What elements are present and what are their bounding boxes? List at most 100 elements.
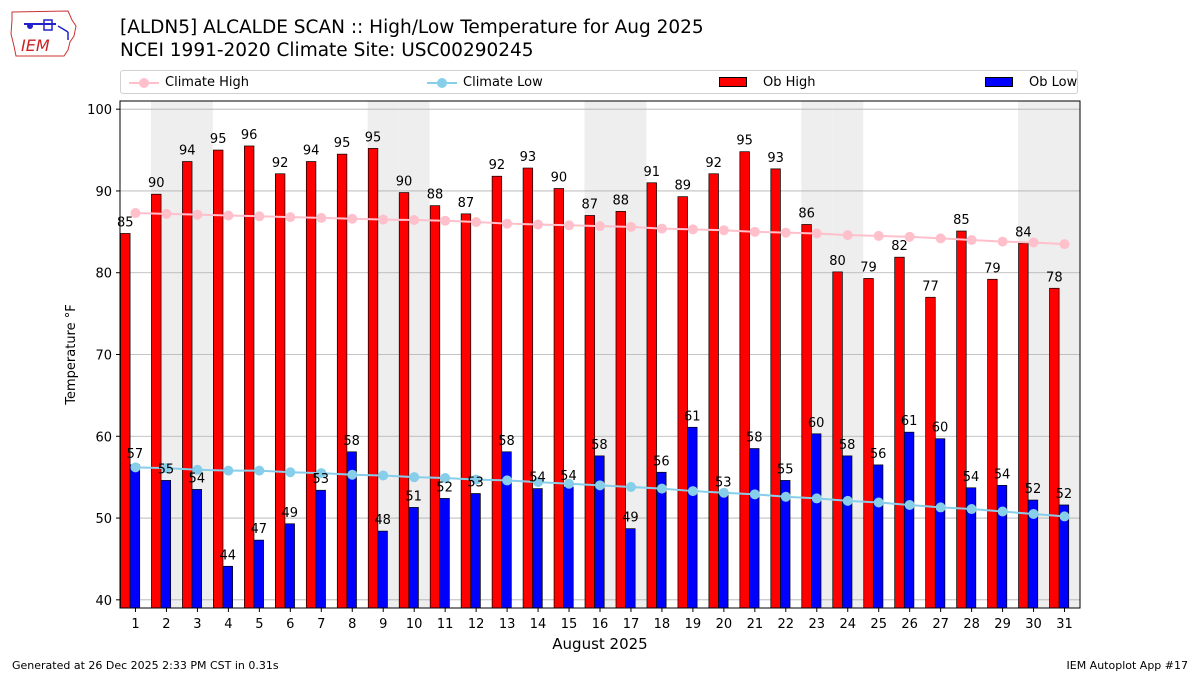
point-climate-low: [471, 474, 482, 485]
point-climate-low: [502, 475, 513, 486]
point-climate-high: [873, 230, 884, 241]
x-tick-label: 25: [870, 617, 887, 632]
data-label-ob-high: 89: [674, 179, 691, 194]
chart-legend: Climate High Climate Low Ob High Ob Low: [120, 70, 1078, 94]
data-label-ob-high: 88: [613, 193, 630, 208]
point-climate-low: [842, 495, 853, 506]
data-label-ob-low: 54: [189, 471, 206, 486]
point-climate-high: [687, 224, 698, 235]
data-label-ob-low: 57: [127, 447, 144, 462]
bar-ob-low: [253, 539, 264, 609]
data-label-ob-high: 91: [643, 165, 660, 180]
data-label-ob-low: 61: [684, 409, 701, 424]
data-label-ob-low: 52: [1056, 487, 1073, 502]
bar-ob-high: [367, 148, 379, 609]
x-tick-label: 21: [747, 617, 764, 632]
data-label-ob-low: 55: [777, 462, 794, 477]
x-tick-label: 3: [193, 617, 201, 632]
x-tick-label: 18: [654, 617, 671, 632]
point-climate-low: [285, 467, 296, 478]
bar-ob-low: [872, 464, 884, 609]
data-label-ob-low: 54: [963, 470, 980, 485]
bar-ob-low: [718, 493, 729, 609]
x-tick-label: 7: [317, 617, 325, 632]
data-label-ob-high: 94: [179, 144, 196, 159]
data-label-ob-low: 54: [529, 471, 546, 486]
point-climate-high: [1028, 237, 1039, 248]
point-climate-high: [935, 233, 946, 244]
data-label-ob-low: 54: [560, 469, 577, 484]
data-label-ob-low: 61: [901, 414, 918, 429]
x-tick-label: 13: [499, 617, 516, 632]
bar-ob-high: [305, 161, 317, 609]
chart-title: [ALDN5] ALCALDE SCAN :: High/Low Tempera…: [120, 17, 704, 38]
legend-label-climate-high: Climate High: [165, 75, 250, 90]
bar-ob-low: [222, 565, 233, 609]
bar-ob-high: [615, 211, 626, 609]
logo-text: IEM: [21, 36, 50, 55]
data-label-ob-low: 53: [715, 476, 732, 491]
bar-ob-high: [646, 182, 657, 609]
bar-ob-high: [863, 278, 874, 609]
point-climate-high: [378, 214, 389, 225]
x-axis-label: August 2025: [552, 635, 647, 653]
point-climate-high: [842, 230, 853, 241]
bar-ob-high: [770, 168, 781, 609]
point-climate-low: [595, 480, 605, 491]
data-label-ob-high: 90: [396, 175, 413, 190]
data-label-ob-low: 44: [220, 548, 237, 563]
bar-ob-low: [160, 480, 172, 609]
x-tick-label: 23: [809, 617, 826, 632]
x-tick-label: 20: [716, 617, 733, 632]
data-label-ob-high: 92: [272, 156, 289, 171]
x-tick-label: 6: [286, 617, 294, 632]
point-climate-low: [130, 462, 141, 473]
point-climate-low: [625, 481, 636, 492]
app-credit: IEM Autoplot App #17: [1066, 659, 1189, 672]
bar-ob-low: [996, 484, 1008, 609]
point-climate-high: [811, 228, 822, 239]
bar-ob-low: [903, 431, 915, 609]
data-label-ob-high: 84: [1015, 225, 1032, 240]
bar-ob-high: [182, 161, 193, 609]
data-label-ob-low: 51: [405, 489, 422, 504]
point-climate-low: [161, 463, 172, 474]
point-climate-high: [749, 226, 760, 237]
data-label-ob-low: 49: [622, 511, 639, 526]
x-tick-label: 17: [623, 617, 640, 632]
x-tick-label: 8: [348, 617, 356, 632]
data-label-ob-high: 88: [427, 188, 444, 203]
point-climate-low: [749, 489, 760, 500]
bar-ob-low: [501, 451, 512, 609]
point-climate-low: [254, 465, 265, 476]
bar-ob-high: [708, 173, 719, 609]
bar-ob-high: [677, 196, 688, 609]
bar-ob-low: [842, 455, 853, 609]
data-label-ob-high: 93: [520, 150, 537, 165]
point-climate-high: [130, 208, 141, 219]
bar-ob-low: [191, 489, 202, 609]
data-label-ob-high: 90: [551, 170, 568, 185]
point-climate-low: [997, 506, 1008, 517]
y-tick-label: 80: [95, 267, 112, 282]
data-label-ob-high: 85: [953, 213, 970, 228]
point-climate-high: [409, 214, 420, 225]
bar-ob-high: [491, 175, 503, 609]
point-climate-high: [254, 211, 265, 222]
point-climate-low: [223, 465, 234, 476]
data-label-ob-low: 58: [498, 434, 515, 449]
point-climate-low: [440, 472, 451, 483]
bar-ob-low: [532, 488, 543, 609]
point-climate-low: [409, 472, 420, 483]
point-climate-low: [935, 502, 946, 513]
data-label-ob-low: 56: [653, 454, 670, 469]
point-climate-low: [966, 504, 977, 515]
x-tick-label: 30: [1025, 617, 1042, 632]
point-climate-low: [780, 491, 791, 502]
data-label-ob-low: 52: [436, 480, 453, 495]
point-climate-high: [595, 221, 605, 232]
legend-patch-ob-low: [985, 77, 1013, 87]
point-climate-low: [811, 493, 822, 504]
bar-ob-high: [398, 192, 410, 609]
